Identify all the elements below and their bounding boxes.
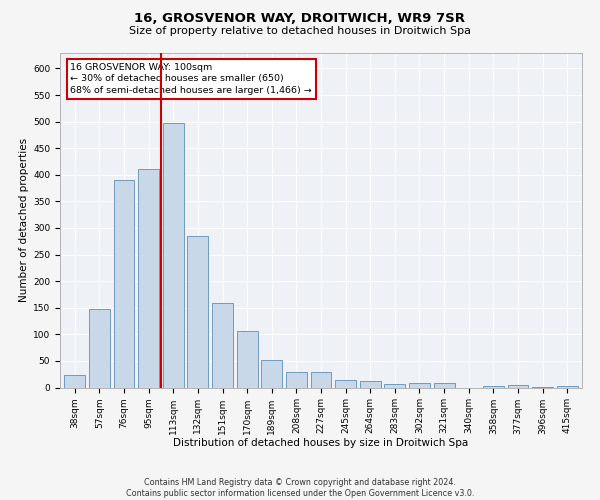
Bar <box>286 372 307 388</box>
Bar <box>64 376 85 388</box>
Y-axis label: Number of detached properties: Number of detached properties <box>19 138 29 302</box>
Bar <box>187 236 208 388</box>
Bar <box>311 372 331 388</box>
Bar <box>483 386 504 388</box>
Bar <box>261 360 282 388</box>
Bar <box>508 386 529 388</box>
Bar <box>212 304 233 388</box>
Text: Size of property relative to detached houses in Droitwich Spa: Size of property relative to detached ho… <box>129 26 471 36</box>
Bar <box>113 180 134 388</box>
Bar <box>335 380 356 388</box>
Bar <box>532 387 553 388</box>
Text: 16, GROSVENOR WAY, DROITWICH, WR9 7SR: 16, GROSVENOR WAY, DROITWICH, WR9 7SR <box>134 12 466 26</box>
Bar <box>434 382 455 388</box>
X-axis label: Distribution of detached houses by size in Droitwich Spa: Distribution of detached houses by size … <box>173 438 469 448</box>
Bar <box>557 386 578 388</box>
Bar <box>163 123 184 388</box>
Bar <box>236 330 257 388</box>
Bar <box>385 384 406 388</box>
Bar <box>89 309 110 388</box>
Text: Contains HM Land Registry data © Crown copyright and database right 2024.
Contai: Contains HM Land Registry data © Crown c… <box>126 478 474 498</box>
Text: 16 GROSVENOR WAY: 100sqm
← 30% of detached houses are smaller (650)
68% of semi-: 16 GROSVENOR WAY: 100sqm ← 30% of detach… <box>70 62 312 95</box>
Bar <box>409 382 430 388</box>
Bar <box>360 381 381 388</box>
Bar <box>138 170 159 388</box>
